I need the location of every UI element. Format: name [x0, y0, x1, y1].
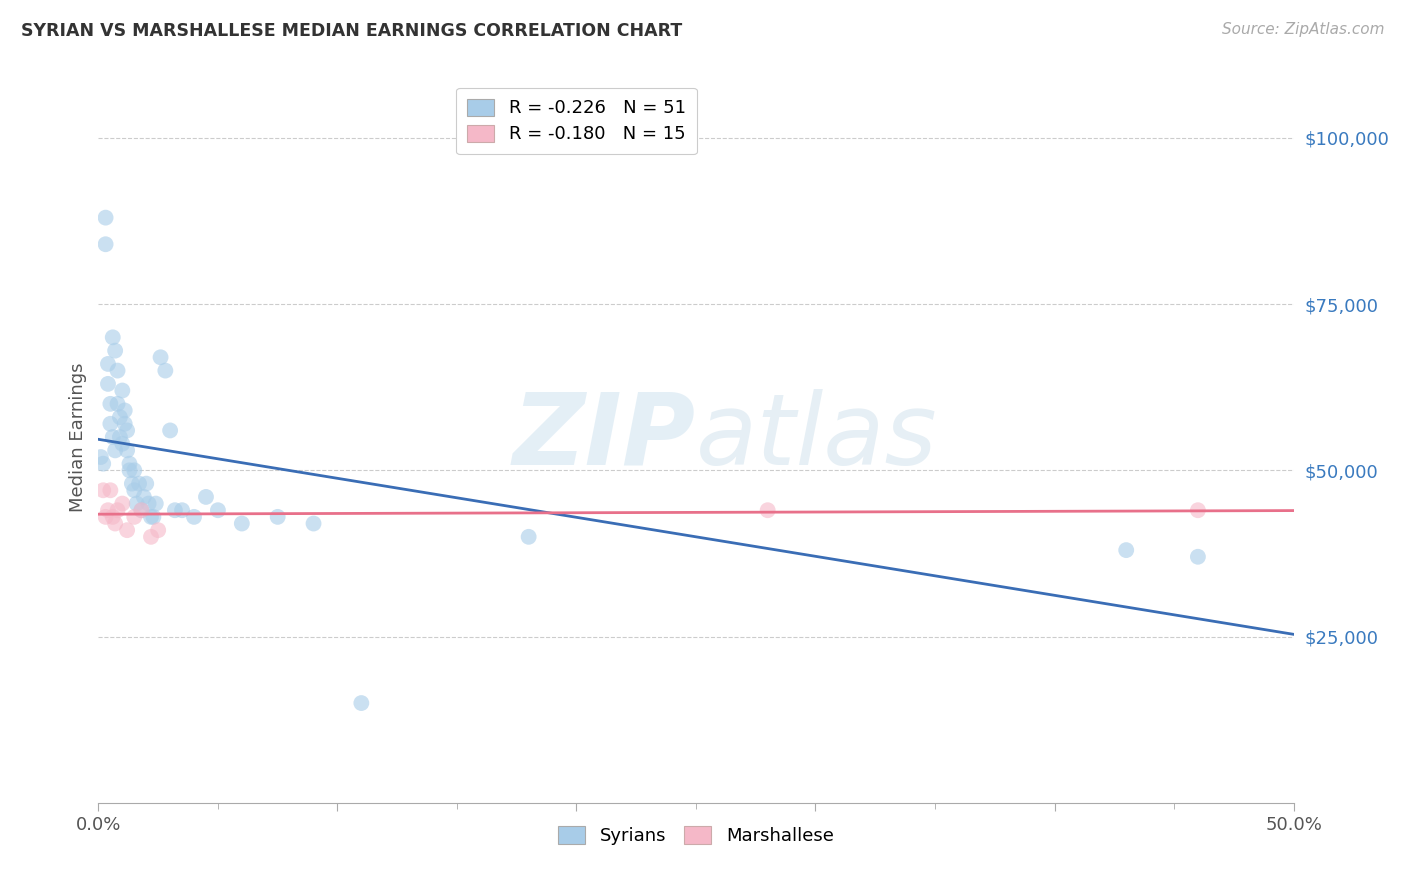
- Point: [107, 397, 129, 411]
- Point: [1187, 549, 1209, 564]
- Point: [108, 410, 131, 425]
- Text: ZIP: ZIP: [513, 389, 696, 485]
- Point: [172, 503, 194, 517]
- Point: [115, 443, 138, 458]
- Point: [149, 351, 172, 365]
- Point: [1115, 543, 1137, 558]
- Point: [163, 503, 186, 517]
- Point: [145, 497, 167, 511]
- Point: [94, 211, 117, 225]
- Point: [131, 503, 153, 517]
- Point: [124, 483, 146, 498]
- Point: [517, 530, 540, 544]
- Text: Source: ZipAtlas.com: Source: ZipAtlas.com: [1222, 22, 1385, 37]
- Point: [107, 363, 129, 377]
- Point: [142, 509, 165, 524]
- Point: [132, 490, 155, 504]
- Point: [108, 430, 131, 444]
- Point: [104, 516, 127, 531]
- Point: [195, 490, 218, 504]
- Point: [231, 516, 253, 531]
- Point: [124, 463, 146, 477]
- Point: [101, 330, 124, 344]
- Text: atlas: atlas: [696, 389, 938, 485]
- Point: [114, 403, 136, 417]
- Point: [97, 357, 120, 371]
- Point: [115, 424, 138, 438]
- Point: [115, 523, 138, 537]
- Point: [101, 430, 124, 444]
- Point: [183, 509, 205, 524]
- Point: [155, 363, 177, 377]
- Point: [98, 397, 122, 411]
- Point: [111, 384, 134, 398]
- Point: [139, 509, 162, 524]
- Point: [98, 417, 122, 431]
- Point: [101, 509, 124, 524]
- Point: [267, 509, 290, 524]
- Point: [97, 376, 120, 391]
- Point: [111, 436, 134, 450]
- Point: [114, 417, 136, 431]
- Point: [756, 503, 779, 517]
- Point: [124, 509, 146, 524]
- Point: [91, 483, 114, 498]
- Point: [159, 424, 181, 438]
- Point: [104, 443, 127, 458]
- Point: [350, 696, 373, 710]
- Point: [302, 516, 325, 531]
- Point: [104, 343, 127, 358]
- Point: [94, 509, 117, 524]
- Point: [97, 503, 120, 517]
- Point: [139, 530, 162, 544]
- Point: [207, 503, 229, 517]
- Point: [111, 497, 134, 511]
- Point: [125, 497, 148, 511]
- Point: [107, 503, 129, 517]
- Point: [94, 237, 117, 252]
- Legend: Syrians, Marshallese: Syrians, Marshallese: [547, 815, 845, 856]
- Point: [118, 463, 141, 477]
- Point: [138, 497, 160, 511]
- Point: [135, 476, 157, 491]
- Point: [131, 503, 153, 517]
- Y-axis label: Median Earnings: Median Earnings: [69, 362, 87, 512]
- Point: [1187, 503, 1209, 517]
- Point: [90, 450, 112, 464]
- Point: [91, 457, 114, 471]
- Point: [128, 476, 150, 491]
- Point: [121, 476, 143, 491]
- Point: [148, 523, 170, 537]
- Point: [98, 483, 122, 498]
- Point: [118, 457, 141, 471]
- Text: SYRIAN VS MARSHALLESE MEDIAN EARNINGS CORRELATION CHART: SYRIAN VS MARSHALLESE MEDIAN EARNINGS CO…: [21, 22, 682, 40]
